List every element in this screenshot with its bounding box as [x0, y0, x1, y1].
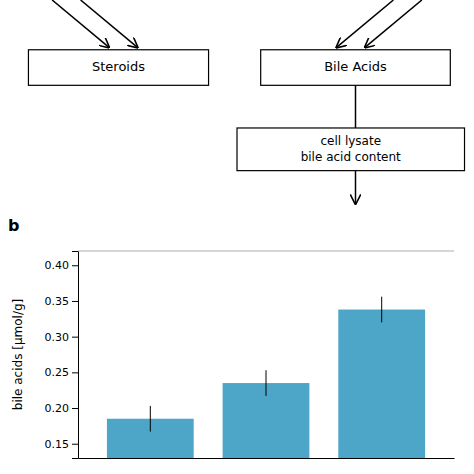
diagram-arrow [337, 0, 394, 47]
marks [107, 297, 425, 458]
x-axis-line [79, 458, 455, 459]
y-tick-label: 0.15 [45, 438, 70, 451]
box-label: Bile Acids [324, 59, 387, 74]
error-bar [266, 370, 267, 396]
y-axis-line [72, 252, 79, 459]
y-tick-mark [72, 444, 78, 445]
y-tick-mark [72, 372, 78, 373]
bar [338, 310, 425, 458]
box-label: cell lysatebile acid content [301, 134, 401, 164]
y-tick-mark [72, 408, 78, 409]
y-axis: 0.15 0.20 0.25 0.30 0.35 0.40 [45, 252, 79, 459]
diagram-box [237, 128, 465, 171]
y-tick-label: 0.30 [45, 331, 70, 344]
diagram-arrow [355, 171, 357, 204]
diagram-arrow [52, 0, 109, 47]
y-tick-label: 0.20 [45, 402, 70, 415]
y-tick-mark [72, 301, 78, 302]
diagram-arrow [365, 0, 422, 47]
y-tick: 0.25 [45, 366, 79, 379]
diagram: Steroids Bile Acids cell lysatebile acid c… [8, 0, 465, 235]
y-tick: 0.15 [45, 438, 79, 451]
y-tick: 0.40 [45, 259, 79, 272]
diagram-connector [355, 85, 357, 128]
box-label: Steroids [92, 59, 145, 74]
y-tick: 0.30 [45, 331, 79, 344]
error-bar [150, 406, 151, 432]
error-bar [381, 297, 382, 323]
y-tick-label: 0.25 [45, 366, 70, 379]
diagram-box [28, 50, 208, 86]
y-tick-label: 0.35 [45, 295, 70, 308]
diagram-box [261, 50, 451, 86]
y-tick: 0.35 [45, 295, 79, 308]
plot: 0.15 0.20 0.25 0.30 0.35 0.40 [45, 251, 455, 474]
y-tick-mark [72, 265, 78, 266]
panel-label: b [8, 216, 19, 235]
y-tick-mark [72, 337, 78, 338]
y-tick: 0.20 [45, 402, 79, 415]
top-frame [78, 251, 454, 252]
y-tick-label: 0.40 [45, 259, 70, 272]
y-axis-title: bile acids [μmol/g] [11, 299, 25, 410]
chart: Steroids Bile Acids cell lysatebile acid c… [0, 0, 474, 474]
diagram-arrow [81, 0, 138, 47]
